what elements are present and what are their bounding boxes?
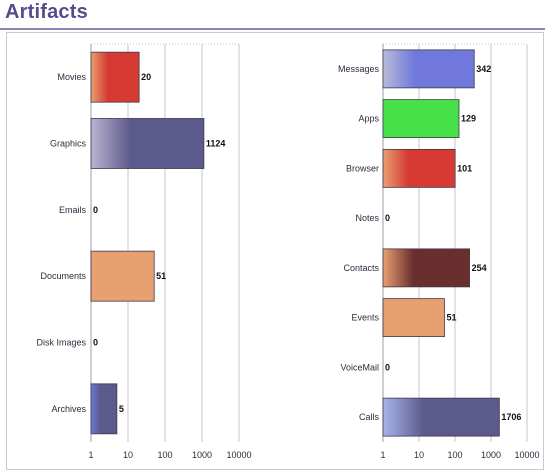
bar [90,51,140,103]
value-label: 0 [385,213,390,223]
artifacts-chart-left: 1 10 100 1000 10000 Movies 20 Graphics 1124 Email… [36,43,252,460]
category-label: Disk Images [36,338,86,348]
category-label: Apps [358,114,379,124]
bar [382,397,500,437]
header: Artifacts [0,0,545,30]
category-label: Graphics [50,139,87,149]
x-tick-label: 100 [157,450,172,460]
x-tick-label: 1 [380,450,385,460]
x-tick-label: 10 [414,450,424,460]
value-label: 342 [476,64,491,74]
x-tick-label: 1000 [481,450,501,460]
category-label: Browser [346,163,379,173]
value-label: 129 [461,114,476,124]
x-tick-label: 10000 [226,450,251,460]
value-label: 51 [446,313,456,323]
x-tick-label: 1000 [192,450,212,460]
bar [382,49,475,89]
category-label: Documents [40,271,86,281]
x-tick-label: 100 [447,450,462,460]
x-tick-label: 10000 [514,450,539,460]
category-label: Events [351,313,379,323]
bar [382,99,460,139]
bar [90,250,155,302]
bar [382,248,470,288]
bar [382,148,456,188]
page-title: Artifacts [5,1,88,23]
category-label: Messages [338,64,380,74]
value-label: 1124 [206,139,226,149]
bar [382,298,445,338]
value-label: 20 [141,72,151,82]
value-label: 254 [472,263,487,273]
category-label: VoiceMail [340,362,379,372]
bar [90,383,118,435]
category-label: Notes [355,213,379,223]
value-label: 0 [385,362,390,372]
value-label: 5 [119,404,124,414]
value-label: 51 [156,271,166,281]
category-label: Calls [359,412,380,422]
x-tick-label: 10 [123,450,133,460]
category-label: Movies [57,72,86,82]
value-label: 0 [93,338,98,348]
category-label: Archives [51,404,86,414]
category-label: Emails [59,205,87,215]
title-divider [0,28,545,30]
value-label: 0 [93,205,98,215]
category-label: Contacts [343,263,379,273]
value-label: 1706 [501,412,521,422]
value-label: 101 [457,163,472,173]
x-tick-label: 1 [88,450,93,460]
bar [90,118,205,169]
